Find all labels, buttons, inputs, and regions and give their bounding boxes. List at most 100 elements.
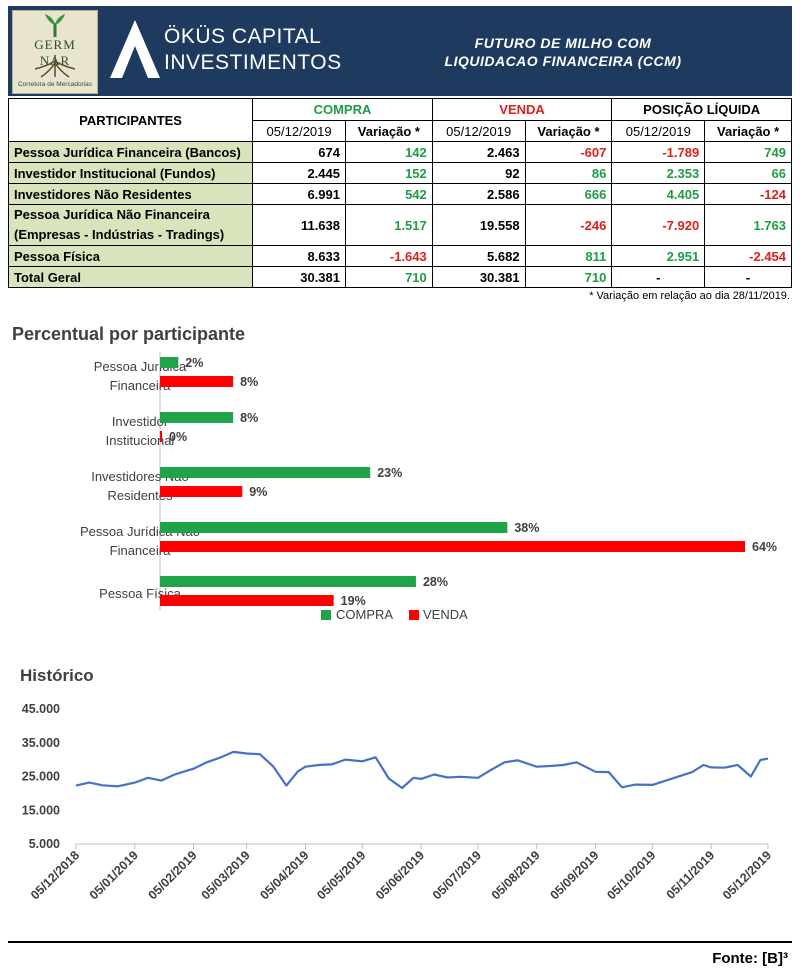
category-label: Investidor (112, 414, 169, 429)
y-tick-label: 45.000 (22, 702, 60, 716)
table-cell: 1.517 (345, 204, 433, 246)
category-label: Institucional (106, 433, 175, 448)
participant-label: Investidor Institucional (Fundos) (7, 162, 254, 184)
bar-value-label: 0% (169, 430, 187, 444)
bar-value-label: 28% (423, 575, 448, 589)
table-cell: 2.586 (431, 183, 526, 205)
table-cell: 4.405 (611, 183, 706, 205)
bar-value-label: 23% (377, 466, 402, 480)
table-row: Pessoa Jurídica Financeira (Bancos) 674 14… (7, 141, 792, 163)
x-tick-label: 05/10/2019 (604, 848, 658, 902)
participants-table: PARTICIPANTES COMPRA VENDA POSIÇÃO LÍQUI… (7, 98, 792, 288)
table-cell: 142 (345, 141, 433, 163)
participant-label-line: Total Geral (14, 269, 81, 285)
line-chart-title: Histórico (20, 666, 94, 685)
bar-compra (160, 357, 179, 368)
report-title: FUTURO DE MILHO COM LIQUIDACAO FINANCEIR… (398, 34, 728, 70)
table-cell: -607 (524, 141, 613, 163)
table-row: Investidores Não Residentes 6.991 542 2.586… (7, 183, 792, 205)
bar-compra (160, 467, 371, 478)
bar-venda (160, 431, 162, 442)
table-cell: 710 (524, 266, 613, 288)
table-cell: 66 (704, 162, 792, 184)
brand-line-1: ÖKÜS CAPITAL (164, 25, 322, 48)
bar-value-label: 8% (240, 411, 258, 425)
table-cell: 1.763 (704, 204, 792, 246)
group-header-venda: VENDA (431, 98, 613, 121)
table-cell: 749 (704, 141, 792, 163)
x-tick-label: 05/02/2019 (146, 848, 200, 902)
table-body: Pessoa Jurídica Financeira (Bancos) 674 14… (7, 141, 792, 288)
group-header-compra: COMPRA (252, 98, 433, 121)
bar-venda (160, 595, 334, 606)
participant-label: Pessoa Jurídica Financeira (Bancos) (7, 141, 254, 163)
table-cell: 542 (345, 183, 433, 205)
y-tick-label: 35.000 (22, 736, 60, 750)
x-tick-label: 05/04/2019 (257, 848, 311, 902)
y-tick-label: 15.000 (22, 803, 60, 817)
report-title-line-1: FUTURO DE MILHO COM (474, 35, 652, 51)
bar-value-label: 8% (240, 375, 258, 389)
bar-chart-title: Percentual por participante (12, 324, 245, 344)
table-cell: 2.951 (611, 245, 706, 267)
participant-label: Pessoa Jurídica Não Financeira (Empresas … (7, 204, 254, 246)
table-group-header-row: PARTICIPANTES COMPRA VENDA POSIÇÃO LÍQUI… (7, 98, 792, 142)
table-row: Pessoa Física 8.633 -1.643 5.682 811 2.951 -2.… (7, 245, 792, 267)
participant-label-line: Pessoa Física (14, 248, 100, 264)
y-tick-label: 5.000 (29, 837, 60, 851)
table-cell: 92 (431, 162, 526, 184)
table-cell: -1.643 (345, 245, 433, 267)
table-cell: 8.633 (252, 245, 346, 267)
subheader-date: 05/12/2019 (252, 120, 346, 142)
bar-value-label: 38% (514, 521, 539, 535)
bottom-divider (8, 941, 792, 943)
subheader-variation: Variação * (704, 120, 792, 142)
table-cell: 152 (345, 162, 433, 184)
legend-swatch-compra (321, 610, 331, 620)
group-header-posicao: POSIÇÃO LÍQUIDA (611, 98, 792, 121)
table-cell: 710 (345, 266, 433, 288)
legend-swatch-venda (409, 610, 419, 620)
table-cell: 19.558 (431, 204, 526, 246)
brand-name: ÖKÜS CAPITAL INVESTIMENTOS (164, 24, 342, 76)
roots-icon (34, 55, 76, 78)
x-tick-label: 05/05/2019 (314, 848, 368, 902)
table-row: Pessoa Jurídica Não Financeira (Empresas … (7, 204, 792, 246)
table-cell: 2.353 (611, 162, 706, 184)
x-tick-label: 05/03/2019 (199, 848, 253, 902)
bar-value-label: 2% (185, 356, 203, 370)
subheader-date: 05/12/2019 (431, 120, 526, 142)
bar-compra (160, 522, 508, 533)
subheader-date: 05/12/2019 (611, 120, 706, 142)
bar-value-label: 19% (341, 594, 366, 608)
table-cell: -246 (524, 204, 613, 246)
subheader-variation: Variação * (524, 120, 613, 142)
x-tick-label: 05/09/2019 (547, 848, 601, 902)
category-label: Residentes (107, 488, 173, 503)
x-tick-label: 05/08/2019 (489, 848, 543, 902)
table-cell: 2.463 (431, 141, 526, 163)
bar-venda (160, 376, 234, 387)
category-label: Financeira (110, 378, 171, 393)
participant-label-line: Investidor Institucional (Fundos) (14, 165, 216, 181)
participant-label-line: Investidores Não Residentes (14, 186, 192, 202)
table-cell: 674 (252, 141, 346, 163)
participant-label-line: Pessoa Jurídica Financeira (Bancos) (14, 144, 241, 160)
x-tick-label: 05/06/2019 (373, 848, 427, 902)
table-cell: 5.682 (431, 245, 526, 267)
table-cell: - (611, 266, 706, 288)
participant-label-line: (Empresas - Indústrias - Tradings) (14, 227, 225, 242)
participant-label: Investidores Não Residentes (7, 183, 254, 205)
sprout-icon (45, 14, 65, 37)
bar-compra (160, 576, 416, 587)
participant-label: Pessoa Física (7, 245, 254, 267)
legend-label-compra: COMPRA (336, 607, 393, 622)
table-cell: 2.445 (252, 162, 346, 184)
table-cell: 30.381 (431, 266, 526, 288)
subheader-variation: Variação * (345, 120, 433, 142)
brand-triangle-icon (110, 20, 160, 78)
table-cell: -7.920 (611, 204, 706, 246)
x-tick-label: 05/12/2019 (720, 848, 774, 902)
bar-value-label: 64% (752, 540, 777, 554)
